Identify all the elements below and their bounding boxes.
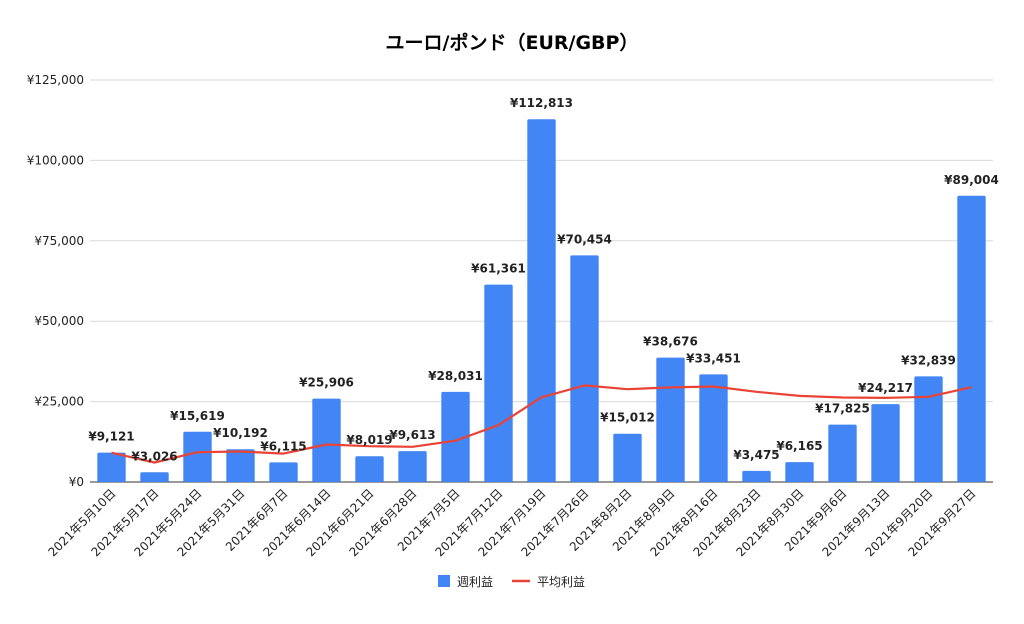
- legend-label-weekly: 週利益: [457, 575, 493, 589]
- data-label: ¥28,031: [428, 369, 483, 383]
- data-label: ¥32,839: [901, 353, 956, 367]
- bar: [957, 195, 986, 483]
- legend-swatch-weekly: [438, 575, 450, 587]
- legend: 週利益 平均利益: [438, 575, 585, 589]
- bar: [183, 431, 212, 482]
- data-labels: ¥9,121 ¥3,026 ¥15,619 ¥10,192¥6,115 ¥25,906 ¥…: [88, 96, 998, 463]
- x-axis-ticks: 2021年5月10日2021年5月17日2021年5月24日2021年5月31日…: [45, 486, 978, 559]
- data-label: ¥61,361: [471, 262, 526, 276]
- bar: [785, 462, 814, 482]
- bar: [355, 456, 384, 482]
- bar: [914, 376, 943, 482]
- y-tick-label: ¥75,000: [34, 234, 84, 248]
- bar: [140, 472, 169, 482]
- data-label: ¥6,115: [260, 439, 306, 453]
- bar: [269, 462, 298, 482]
- bar: [570, 255, 599, 482]
- bar: [527, 119, 556, 482]
- data-label: ¥8,019: [346, 433, 392, 447]
- bar: [871, 404, 900, 482]
- data-label: ¥112,813: [510, 96, 573, 110]
- y-tick-label: ¥125,000: [27, 73, 84, 87]
- bars: [97, 119, 986, 483]
- data-label: ¥17,825: [815, 402, 870, 416]
- data-label: ¥3,026: [131, 449, 177, 463]
- data-label: ¥9,613: [389, 428, 435, 442]
- y-tick-label: ¥25,000: [34, 395, 84, 409]
- bar: [742, 470, 771, 482]
- y-tick-label: ¥100,000: [27, 153, 84, 167]
- y-tick-label: ¥0: [69, 475, 84, 489]
- data-label: ¥25,906: [299, 376, 354, 390]
- average-line-path: [111, 384, 972, 464]
- average-line: [111, 384, 972, 464]
- y-tick-label: ¥50,000: [34, 314, 84, 328]
- bar: [613, 433, 642, 482]
- data-label: ¥70,454: [557, 232, 612, 246]
- chart-title: ユーロ/ポンド（EUR/GBP）: [386, 31, 639, 54]
- data-label: ¥15,012: [600, 411, 655, 425]
- bar: [699, 374, 728, 482]
- y-axis-ticks: ¥0 ¥25,000 ¥50,000 ¥75,000 ¥100,000 ¥125,000: [27, 73, 84, 489]
- data-label: ¥89,004: [944, 173, 999, 187]
- bar: [828, 424, 857, 482]
- data-label: ¥10,192: [213, 426, 268, 440]
- data-label: ¥33,451: [686, 351, 741, 365]
- legend-label-average: 平均利益: [537, 575, 585, 589]
- bar: [398, 451, 427, 482]
- bar: [441, 391, 470, 482]
- bar: [484, 284, 513, 482]
- bar: [656, 357, 685, 482]
- data-label: ¥6,165: [776, 439, 822, 453]
- data-label: ¥38,676: [643, 335, 698, 349]
- bar: [226, 449, 255, 482]
- data-label: ¥15,619: [170, 409, 225, 423]
- bar: [97, 452, 126, 482]
- data-label: ¥24,217: [858, 381, 913, 395]
- data-label: ¥9,121: [88, 430, 134, 444]
- bar: [312, 398, 341, 482]
- data-label: ¥3,475: [733, 448, 779, 462]
